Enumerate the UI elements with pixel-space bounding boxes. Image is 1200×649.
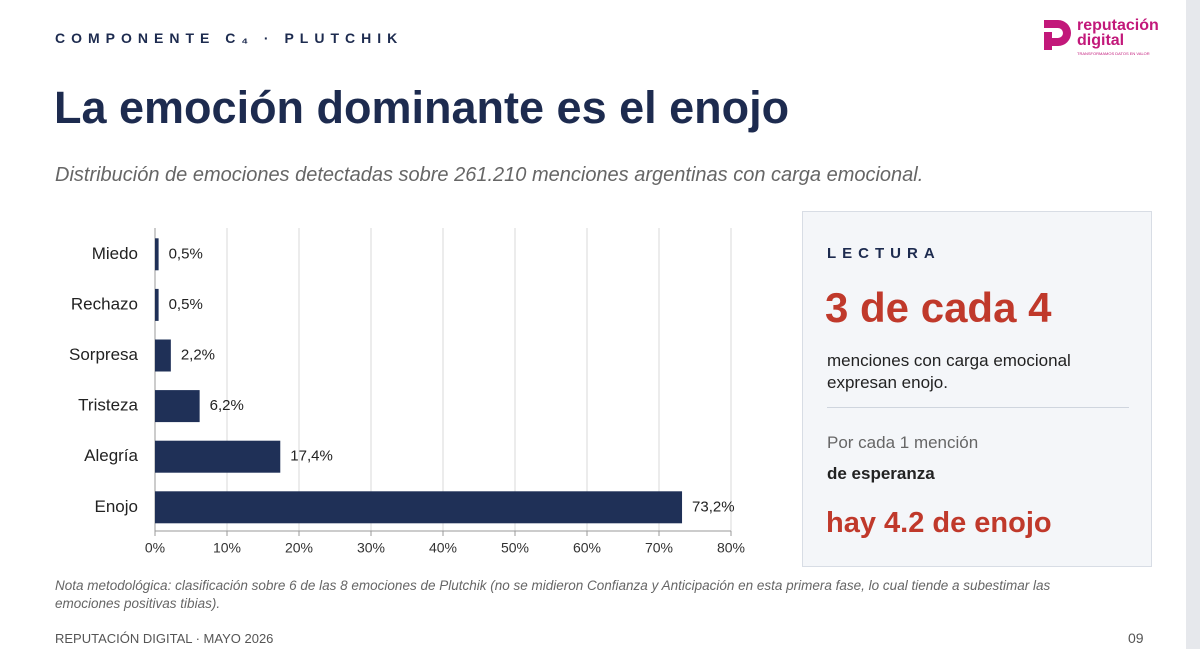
edge-strip	[1186, 0, 1200, 649]
y-tick-label: Sorpresa	[69, 345, 139, 364]
panel-label: LECTURA	[827, 245, 941, 262]
page-number: 09	[1128, 630, 1144, 646]
divider	[827, 407, 1129, 408]
x-tick-label: 30%	[357, 540, 385, 556]
note: Nota metodológica: clasificación sobre 6…	[55, 578, 1051, 611]
panel-text: de esperanza	[827, 464, 935, 483]
bar	[155, 288, 159, 321]
value-label: 2,2%	[181, 346, 215, 363]
logo-text: digital	[1077, 32, 1125, 49]
value-label: 0,5%	[169, 296, 203, 313]
y-tick-label: Tristeza	[78, 396, 138, 415]
x-tick-label: 40%	[429, 540, 457, 556]
subtitle: Distribución de emociones detectadas sob…	[55, 164, 924, 186]
y-tick-label: Enojo	[95, 497, 138, 516]
x-tick-label: 0%	[145, 540, 165, 556]
reading-panel: LECTURA 3 de cada 4 menciones con carga …	[802, 211, 1152, 567]
y-tick-label: Miedo	[92, 244, 138, 263]
x-tick-label: 60%	[573, 540, 601, 556]
bar	[155, 440, 281, 473]
value-label: 73,2%	[692, 498, 735, 515]
y-tick-label: Rechazo	[71, 294, 138, 313]
x-tick-label: 70%	[645, 540, 673, 556]
panel-headline: 3 de cada 4	[825, 284, 1052, 331]
x-tick-label: 20%	[285, 540, 313, 556]
x-tick-label: 80%	[717, 540, 745, 556]
panel-text: menciones con carga emocional expresan e…	[827, 351, 1071, 392]
kicker: COMPONENTE C₄ · PLUTCHIK	[55, 30, 404, 46]
y-tick-label: Alegría	[84, 446, 138, 465]
logo-text: reputación	[1077, 17, 1159, 34]
value-label: 0,5%	[169, 245, 203, 262]
value-label: 6,2%	[210, 397, 244, 414]
bar	[155, 390, 200, 423]
logo-tagline: TRANSFORMAMOS DATOS EN VALOR	[1077, 51, 1150, 56]
bar	[155, 491, 683, 524]
x-tick-label: 10%	[213, 540, 241, 556]
chart: 0% 10% 20% 30% 40% 50% 60% 70% 80% Miedo 0,5% Recha…	[69, 228, 745, 556]
bar	[155, 339, 171, 372]
x-tick-label: 50%	[501, 540, 529, 556]
bar	[155, 238, 159, 271]
value-label: 17,4%	[290, 448, 333, 465]
panel-conclusion: hay 4.2 de enojo	[826, 507, 1052, 539]
footer: REPUTACIÓN DIGITAL · MAYO 2026	[55, 631, 274, 646]
title: La emoción dominante es el enojo	[54, 82, 790, 133]
panel-text: Por cada 1 mención	[827, 433, 979, 452]
logo-icon	[1044, 20, 1071, 50]
